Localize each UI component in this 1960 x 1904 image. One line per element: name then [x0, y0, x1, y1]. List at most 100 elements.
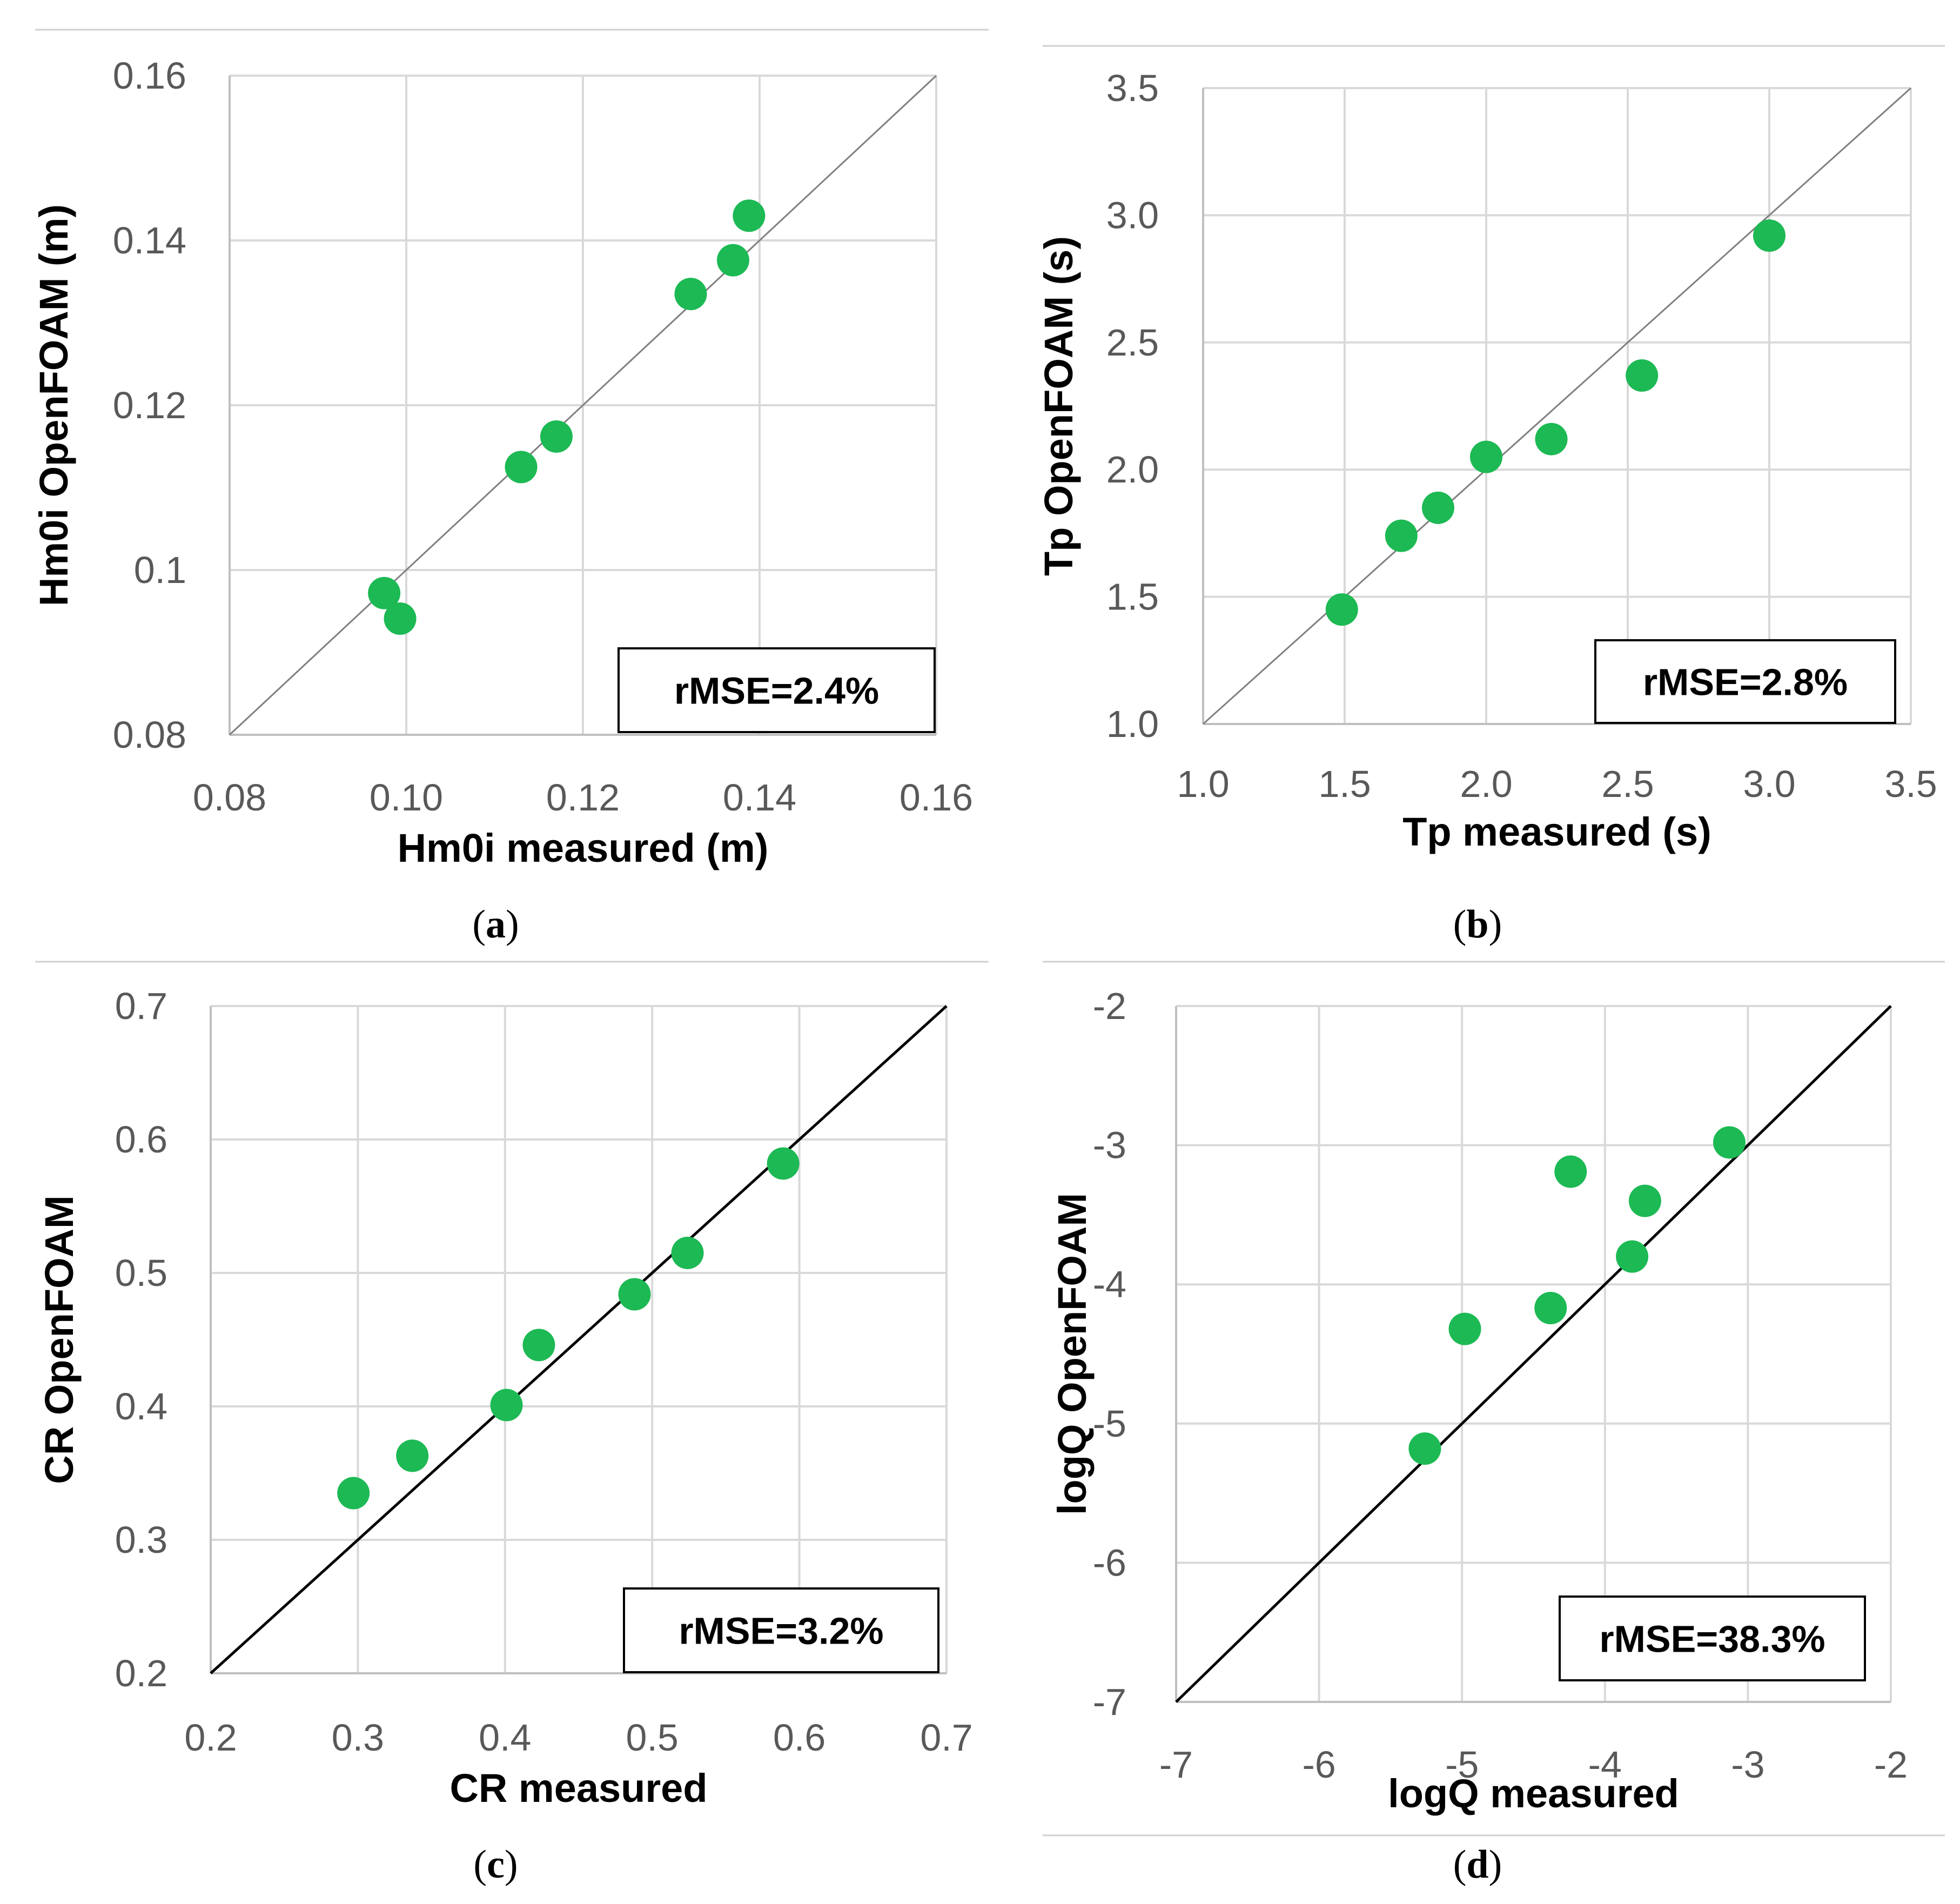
x-axis-title: logQ measured — [1388, 1771, 1679, 1816]
x-axis-title: CR measured — [449, 1766, 707, 1811]
y-tick-label: 0.7 — [115, 985, 167, 1027]
y-tick-label: -3 — [1093, 1124, 1126, 1166]
y-axis-title: logQ OpenFOAM — [1050, 1193, 1095, 1515]
data-point — [1534, 1291, 1567, 1324]
x-tick-label: -3 — [1731, 1744, 1764, 1786]
caption-paren: ) — [506, 902, 519, 947]
x-tick-label: 0.5 — [626, 1717, 679, 1759]
panel-caption: (a) — [472, 902, 519, 947]
x-tick-label: -6 — [1302, 1744, 1335, 1786]
y-tick-label: 0.3 — [115, 1519, 167, 1561]
caption-letter: b — [1466, 902, 1488, 947]
x-axis-title: Tp measured (s) — [1402, 809, 1711, 854]
x-tick-label: 0.14 — [723, 776, 796, 819]
data-point — [1448, 1312, 1481, 1345]
y-tick-label: 0.6 — [115, 1118, 167, 1161]
caption-paren: ) — [1489, 1842, 1502, 1887]
x-axis-title: Hm0i measured (m) — [398, 826, 769, 870]
y-tick-label: 0.4 — [115, 1385, 167, 1427]
caption-letter: d — [1466, 1842, 1488, 1887]
x-tick-label: 2.0 — [1460, 763, 1512, 805]
data-point — [337, 1477, 370, 1510]
x-tick-label: 0.12 — [546, 776, 620, 819]
y-tick-label: 0.16 — [113, 55, 186, 97]
caption-letter: a — [486, 902, 506, 947]
data-point — [540, 420, 573, 453]
caption-paren: ) — [1489, 902, 1502, 947]
panel-caption: (b) — [1453, 902, 1502, 947]
x-tick-label: 0.16 — [900, 776, 973, 819]
data-point — [1408, 1432, 1441, 1465]
data-point — [1385, 519, 1418, 552]
y-tick-label: -6 — [1093, 1541, 1126, 1584]
rmse-box — [1559, 1595, 1866, 1681]
rmse-label: rMSE=2.8% — [1643, 661, 1848, 703]
x-tick-label: 0.3 — [332, 1717, 384, 1759]
caption-paren: ( — [473, 1842, 487, 1887]
x-tick-label: -4 — [1588, 1744, 1622, 1786]
x-tick-label: 1.0 — [1177, 763, 1229, 805]
y-tick-label: 0.5 — [115, 1252, 167, 1294]
data-point — [1626, 359, 1659, 392]
one-to-one-line — [1175, 1005, 1892, 1703]
rmse-label: rMSE=38.3% — [1599, 1618, 1825, 1660]
data-point — [1616, 1240, 1649, 1273]
data-point — [1753, 219, 1786, 252]
one-to-one-line — [210, 1005, 948, 1674]
rmse-box — [1594, 639, 1896, 724]
data-point — [384, 602, 417, 635]
y-tick-label: -5 — [1093, 1403, 1126, 1445]
y-tick-label: 2.5 — [1106, 321, 1159, 364]
chart-panel-c: 0.2 0.3 0.4 0.5 0.6 0.7 0.2 0.3 0.4 0.5 0.6 0.7 CR m… — [35, 961, 989, 1887]
data-point — [1713, 1126, 1746, 1159]
y-axis-title: CR OpenFOAM — [37, 1195, 82, 1484]
x-tick-label: 0.08 — [193, 776, 266, 819]
y-tick-label: 0.1 — [134, 549, 186, 591]
x-tick-label: 0.4 — [479, 1717, 531, 1759]
y-axis-title: Hm0i OpenFOAM (m) — [31, 204, 76, 606]
x-tick-label: 0.10 — [370, 776, 443, 819]
data-point — [671, 1236, 704, 1269]
x-tick-label: 0.6 — [773, 1717, 825, 1759]
rmse-box — [623, 1587, 939, 1673]
data-point — [1470, 440, 1502, 473]
data-point — [716, 244, 749, 277]
y-tick-label: 3.5 — [1106, 67, 1159, 109]
caption-paren: ( — [472, 902, 486, 947]
y-tick-label: 1.5 — [1106, 576, 1159, 618]
x-tick-label: 0.7 — [920, 1717, 972, 1759]
data-point — [674, 278, 707, 311]
rmse-label: rMSE=3.2% — [679, 1610, 883, 1652]
data-point — [618, 1278, 651, 1311]
panel-caption: (c) — [473, 1842, 518, 1887]
y-tick-label: 0.2 — [115, 1652, 167, 1694]
data-point — [1325, 593, 1358, 626]
data-point — [396, 1439, 429, 1472]
caption-paren: ) — [505, 1842, 518, 1887]
y-axis-title: Tp OpenFOAM (s) — [1036, 236, 1081, 576]
y-tick-label: 2.0 — [1106, 448, 1159, 491]
x-tick-label: -5 — [1445, 1744, 1479, 1786]
y-tick-label: -7 — [1093, 1681, 1126, 1723]
y-tick-label: 0.08 — [113, 714, 186, 756]
data-point — [490, 1389, 523, 1422]
y-tick-label: -4 — [1093, 1263, 1126, 1305]
x-tick-label: 1.5 — [1318, 763, 1371, 805]
one-to-one-line — [1202, 87, 1912, 725]
y-tick-label: 0.12 — [113, 384, 186, 426]
chart-panel-d: -7 -6 -5 -4 -3 -2 -7 -6 -5 -4 -3 -2 logQ measured log… — [1043, 961, 1945, 1887]
chart-panel-a: 0.08 0.10 0.12 0.14 0.16 0.08 0.1 0.12 0.14 0.16 H… — [31, 29, 989, 947]
one-to-one-line — [229, 75, 937, 736]
caption-letter: c — [487, 1842, 505, 1887]
x-tick-label: 3.5 — [1884, 763, 1937, 805]
y-tick-label: -2 — [1093, 985, 1126, 1027]
y-tick-label: 3.0 — [1106, 194, 1159, 236]
x-tick-label: -7 — [1159, 1744, 1193, 1786]
y-tick-label: 1.0 — [1106, 703, 1159, 745]
data-point — [767, 1147, 800, 1180]
x-tick-label: 0.2 — [184, 1717, 237, 1759]
data-point — [1421, 491, 1454, 524]
caption-paren: ( — [1453, 902, 1467, 947]
data-point — [368, 576, 401, 609]
